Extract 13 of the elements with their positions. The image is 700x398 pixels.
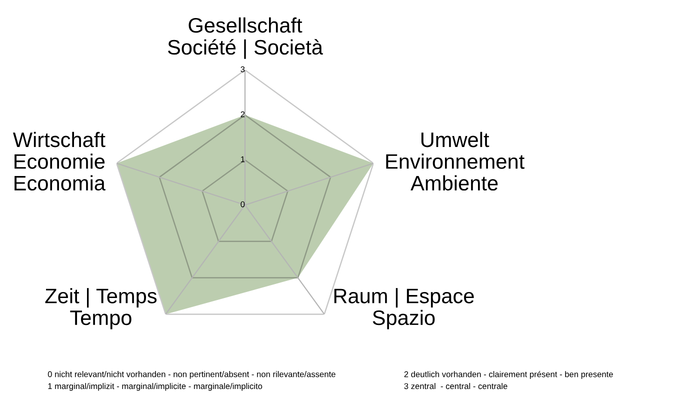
y-tick-label: 3 (240, 66, 245, 72)
spoke-label: Zeit | Temps Tempo (45, 288, 157, 330)
text: 2 deutlich vorhanden - clairement présent - ben presente (404, 370, 613, 379)
spoke-label: Raum | Espace Spazio (334, 288, 474, 330)
y-tick-label: 1 (241, 156, 245, 162)
y-tick-label: 0 (240, 201, 245, 208)
spoke-label: Umwelt Environnement Ambiente (386, 132, 524, 191)
text: 0 nicht relevant/nicht vorhanden - non pertinent/absent - non rilevante/assente (48, 371, 336, 379)
y-tick-label: 2 (240, 111, 245, 118)
text: 1 marginal/implizit - marginal/implicite - marginale/implicito (48, 382, 262, 391)
spoke-label: Gesellschaft Société | Società (168, 17, 323, 59)
text: 3 zentral - central - centrale (404, 382, 508, 390)
spoke-label: Wirtschaft Economie Economia (12, 132, 106, 191)
